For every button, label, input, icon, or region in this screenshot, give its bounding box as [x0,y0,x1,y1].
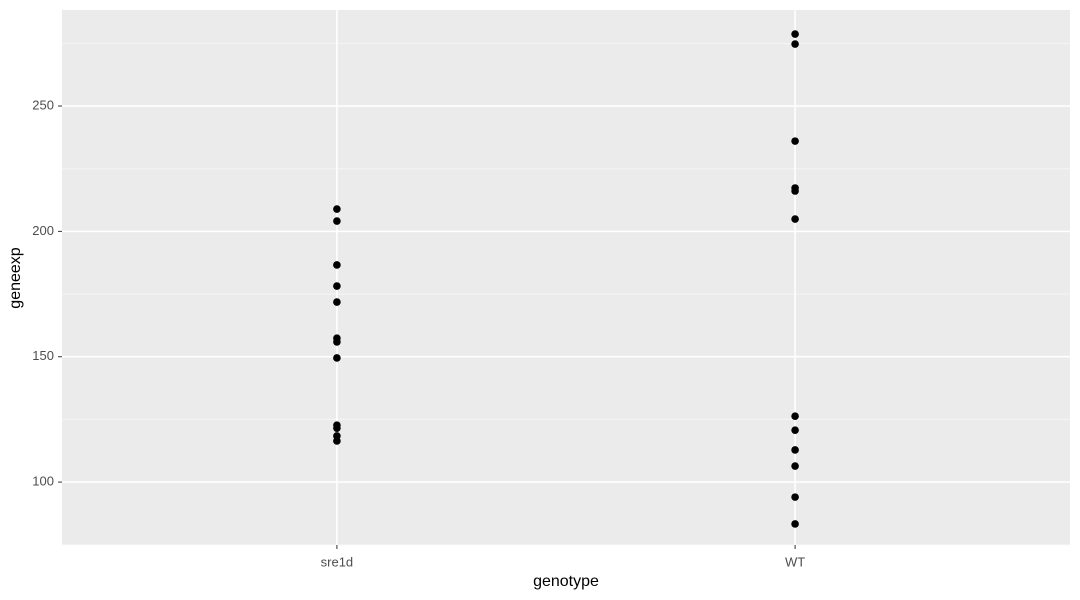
point [791,493,799,501]
x-tick-label: WT [785,554,805,569]
y-tick-label: 150 [32,348,54,363]
point [333,282,341,290]
point [791,215,799,223]
point [791,446,799,454]
y-tick-label: 250 [32,97,54,112]
point [791,30,799,38]
point [333,424,341,432]
point [791,40,799,48]
point [791,187,799,195]
point [333,298,341,306]
x-tick-label: sre1d [321,554,354,569]
point [333,354,341,362]
point [333,437,341,445]
y-tick-label: 200 [32,223,54,238]
point [333,205,341,213]
y-tick-label: 100 [32,474,54,489]
point [333,217,341,225]
point [333,261,341,269]
point [791,426,799,434]
panel [62,10,1070,545]
x-axis-title: genotype [533,573,599,590]
point [791,462,799,470]
point [791,412,799,420]
point [791,137,799,145]
point [333,338,341,346]
y-axis-title: geneexp [7,247,24,308]
point [791,520,799,528]
